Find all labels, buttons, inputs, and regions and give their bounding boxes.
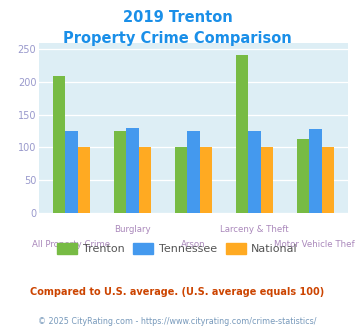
Bar — [175, 148, 187, 213]
Bar — [297, 139, 310, 213]
Text: Arson: Arson — [181, 240, 206, 249]
Bar — [53, 76, 65, 213]
Bar — [138, 148, 151, 213]
Bar — [65, 131, 77, 213]
Text: All Property Crime: All Property Crime — [32, 240, 110, 249]
Bar — [261, 148, 273, 213]
Text: 2019 Trenton: 2019 Trenton — [122, 10, 233, 25]
Text: Motor Vehicle Theft: Motor Vehicle Theft — [274, 240, 355, 249]
Bar — [114, 131, 126, 213]
Text: Larceny & Theft: Larceny & Theft — [220, 225, 289, 234]
Bar — [187, 131, 200, 213]
Bar — [248, 131, 261, 213]
Text: Burglary: Burglary — [114, 225, 151, 234]
Bar — [126, 128, 138, 213]
Bar — [77, 148, 90, 213]
Text: © 2025 CityRating.com - https://www.cityrating.com/crime-statistics/: © 2025 CityRating.com - https://www.city… — [38, 317, 317, 326]
Text: Compared to U.S. average. (U.S. average equals 100): Compared to U.S. average. (U.S. average … — [31, 287, 324, 297]
Bar — [322, 148, 334, 213]
Bar — [200, 148, 212, 213]
Legend: Trenton, Tennessee, National: Trenton, Tennessee, National — [53, 239, 302, 258]
Bar — [236, 55, 248, 213]
Bar — [310, 129, 322, 213]
Text: Property Crime Comparison: Property Crime Comparison — [63, 31, 292, 46]
